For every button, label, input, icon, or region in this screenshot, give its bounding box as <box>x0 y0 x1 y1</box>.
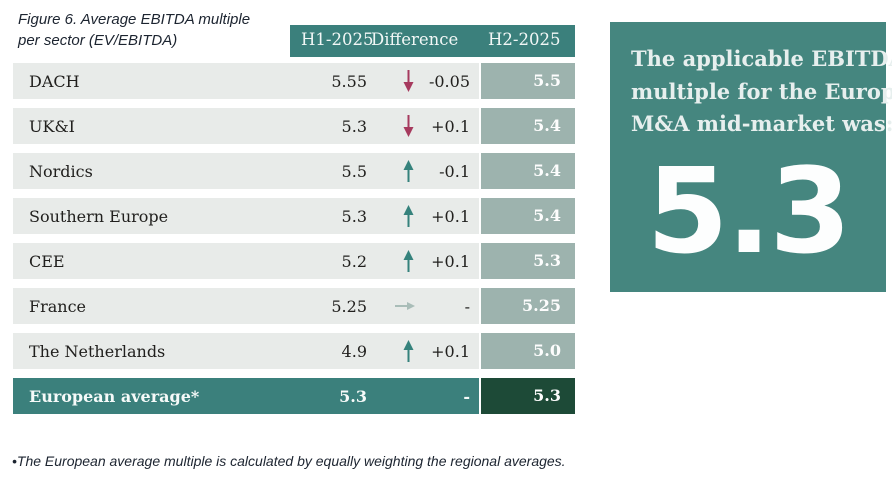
trend-arrow-icon <box>367 205 425 227</box>
row-h2-cell: 5.4 <box>481 198 575 234</box>
row-main: France 5.25 - <box>13 288 479 324</box>
row-label: Nordics <box>29 161 93 181</box>
row-diff-value: +0.1 <box>431 251 470 271</box>
callout-box: The applicable EBITDA multiple for the E… <box>610 22 892 292</box>
column-header-h2-2025: H2-2025 <box>488 30 561 49</box>
trend-arrow-icon <box>367 115 425 137</box>
row-h2-cell: 5.4 <box>481 108 575 144</box>
column-header-difference: Difference <box>371 30 459 49</box>
row-diff-value: +0.1 <box>431 341 470 361</box>
trend-arrow-icon <box>367 340 425 362</box>
summary-h2-cell: 5.3 <box>481 378 575 414</box>
row-h2-cell: 5.4 <box>481 153 575 189</box>
callout-text-line3: M&A mid-market was: <box>631 111 892 137</box>
row-label: DACH <box>29 71 80 91</box>
trend-arrow-icon <box>367 70 425 92</box>
row-h1-value: 5.25 <box>331 296 367 316</box>
trend-arrow-icon <box>367 301 425 311</box>
callout-big-value: 5.3 <box>646 142 851 280</box>
row-h2-cell: 5.0 <box>481 333 575 369</box>
trend-arrow-icon <box>367 250 425 272</box>
row-diff-value: -0.1 <box>439 161 470 181</box>
callout-text-line2: multiple for the European <box>631 78 892 104</box>
row-h1-value: 5.2 <box>341 251 367 271</box>
table-row: UK&I 5.3 +0.1 5.4 <box>13 108 575 144</box>
row-label: France <box>29 296 87 316</box>
row-h2-cell: 5.25 <box>481 288 575 324</box>
row-h1-value: 5.55 <box>331 71 367 91</box>
row-main: UK&I 5.3 +0.1 <box>13 108 479 144</box>
callout-text: The applicable EBITDA multiple for the E… <box>631 43 892 141</box>
summary-diff-value: - <box>463 386 470 406</box>
row-main: CEE 5.2 +0.1 <box>13 243 479 279</box>
table-row: Southern Europe 5.3 +0.1 5.4 <box>13 198 575 234</box>
summary-row-label: European average* <box>29 386 200 406</box>
row-diff-value: +0.1 <box>431 206 470 226</box>
table-row: DACH 5.55 -0.05 5.5 <box>13 63 575 99</box>
figure-title: Figure 6. Average EBITDA multiple per se… <box>18 9 278 51</box>
row-main: DACH 5.55 -0.05 <box>13 63 479 99</box>
row-diff-value: -0.05 <box>428 71 470 91</box>
row-label: UK&I <box>29 116 75 136</box>
column-header-h1-2025: H1-2025 <box>301 30 374 49</box>
footnote: •The European average multiple is calcul… <box>12 453 566 469</box>
row-h2-cell: 5.5 <box>481 63 575 99</box>
table-row: The Netherlands 4.9 +0.1 5.0 <box>13 333 575 369</box>
row-main: The Netherlands 4.9 +0.1 <box>13 333 479 369</box>
row-main: Southern Europe 5.3 +0.1 <box>13 198 479 234</box>
figure-title-line2: per sector (EV/EBITDA) <box>18 32 178 49</box>
row-h2-cell: 5.3 <box>481 243 575 279</box>
row-label: The Netherlands <box>29 341 166 361</box>
table-row: CEE 5.2 +0.1 5.3 <box>13 243 575 279</box>
table-row: France 5.25 - 5.25 <box>13 288 575 324</box>
table-row: Nordics 5.5 -0.1 5.4 <box>13 153 575 189</box>
table-header: H1-2025 Difference H2-2025 <box>290 25 575 57</box>
callout-text-line1: The applicable EBITDA <box>631 46 892 71</box>
row-label: CEE <box>29 251 65 271</box>
row-label: Southern Europe <box>29 206 169 226</box>
table-summary-row: European average* 5.3 - 5.3 <box>13 378 575 414</box>
row-main: European average* 5.3 - <box>13 378 479 414</box>
row-main: Nordics 5.5 -0.1 <box>13 153 479 189</box>
row-h1-value: 5.3 <box>341 116 367 136</box>
row-h1-value: 5.5 <box>341 161 367 181</box>
trend-arrow-icon <box>367 160 425 182</box>
row-h1-value: 5.3 <box>341 206 367 226</box>
row-h1-value: 4.9 <box>341 341 367 361</box>
row-diff-value: - <box>464 296 470 316</box>
row-diff-value: +0.1 <box>431 116 470 136</box>
summary-h1-value: 5.3 <box>339 386 367 406</box>
figure-title-line1: Figure 6. Average EBITDA multiple <box>18 11 251 28</box>
